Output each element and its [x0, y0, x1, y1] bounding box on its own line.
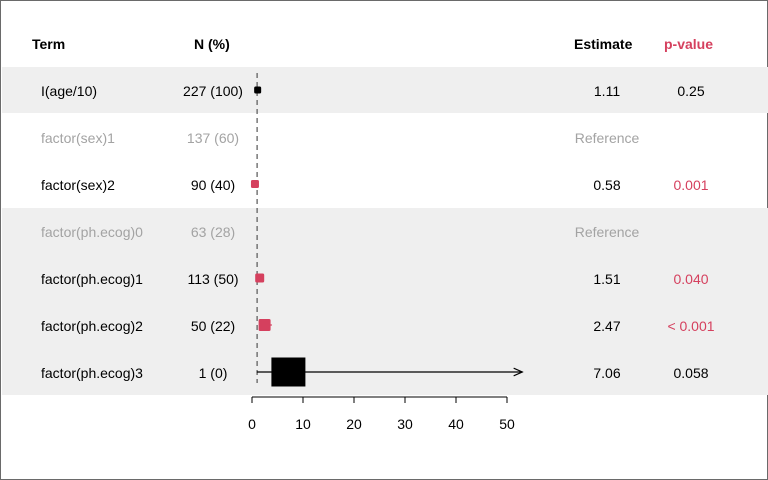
row-n: 50 (22): [190, 318, 236, 334]
row-estimate: 1.11: [593, 83, 621, 99]
row-n: 90 (40): [190, 177, 236, 193]
x-tick-label: 50: [499, 416, 515, 432]
row-p-value: 0.25: [677, 83, 705, 99]
x-tick-label: 0: [248, 416, 256, 432]
header-term: Term: [32, 36, 66, 52]
header-n: N (%): [194, 36, 230, 52]
row-n: 63 (28): [190, 224, 236, 240]
row-term: I(age/10): [41, 83, 98, 99]
row-p-value: 0.058: [673, 365, 709, 381]
row-p-value: 0.001: [673, 177, 709, 193]
row-estimate: 1.51: [593, 271, 621, 287]
x-tick-label: 20: [346, 416, 362, 432]
row-term: factor(ph.ecog)3: [41, 365, 143, 381]
row-n: 113 (50): [187, 271, 239, 287]
x-tick-label: 40: [448, 416, 464, 432]
row-n: 137 (60): [186, 130, 240, 146]
estimate-box: [255, 273, 265, 283]
row-p-value: 0.040: [673, 271, 709, 287]
row-term: factor(ph.ecog)0: [41, 224, 143, 240]
row-band: [2, 67, 768, 113]
x-tick-label: 10: [295, 416, 311, 432]
row-n: 227 (100): [183, 83, 243, 99]
row-term: factor(sex)2: [41, 177, 115, 193]
estimate-box: [250, 180, 259, 188]
row-term: factor(ph.ecog)2: [41, 318, 143, 334]
header-p-value: p-value: [664, 36, 714, 52]
header-estimate: Estimate: [574, 36, 633, 52]
row-estimate: Reference: [574, 224, 640, 240]
x-tick-label: 30: [397, 416, 413, 432]
estimate-box: [271, 357, 306, 387]
row-band: [2, 208, 768, 395]
estimate-box: [258, 319, 271, 331]
row-estimate: Reference: [574, 130, 640, 146]
estimate-box: [254, 86, 262, 94]
row-estimate: 0.58: [593, 177, 621, 193]
row-p-value: < 0.001: [667, 318, 715, 334]
row-estimate: 7.06: [593, 365, 621, 381]
row-estimate: 2.47: [593, 318, 621, 334]
row-term: factor(sex)1: [41, 130, 115, 146]
row-n: 1 (0): [198, 365, 228, 381]
row-term: factor(ph.ecog)1: [41, 271, 143, 287]
